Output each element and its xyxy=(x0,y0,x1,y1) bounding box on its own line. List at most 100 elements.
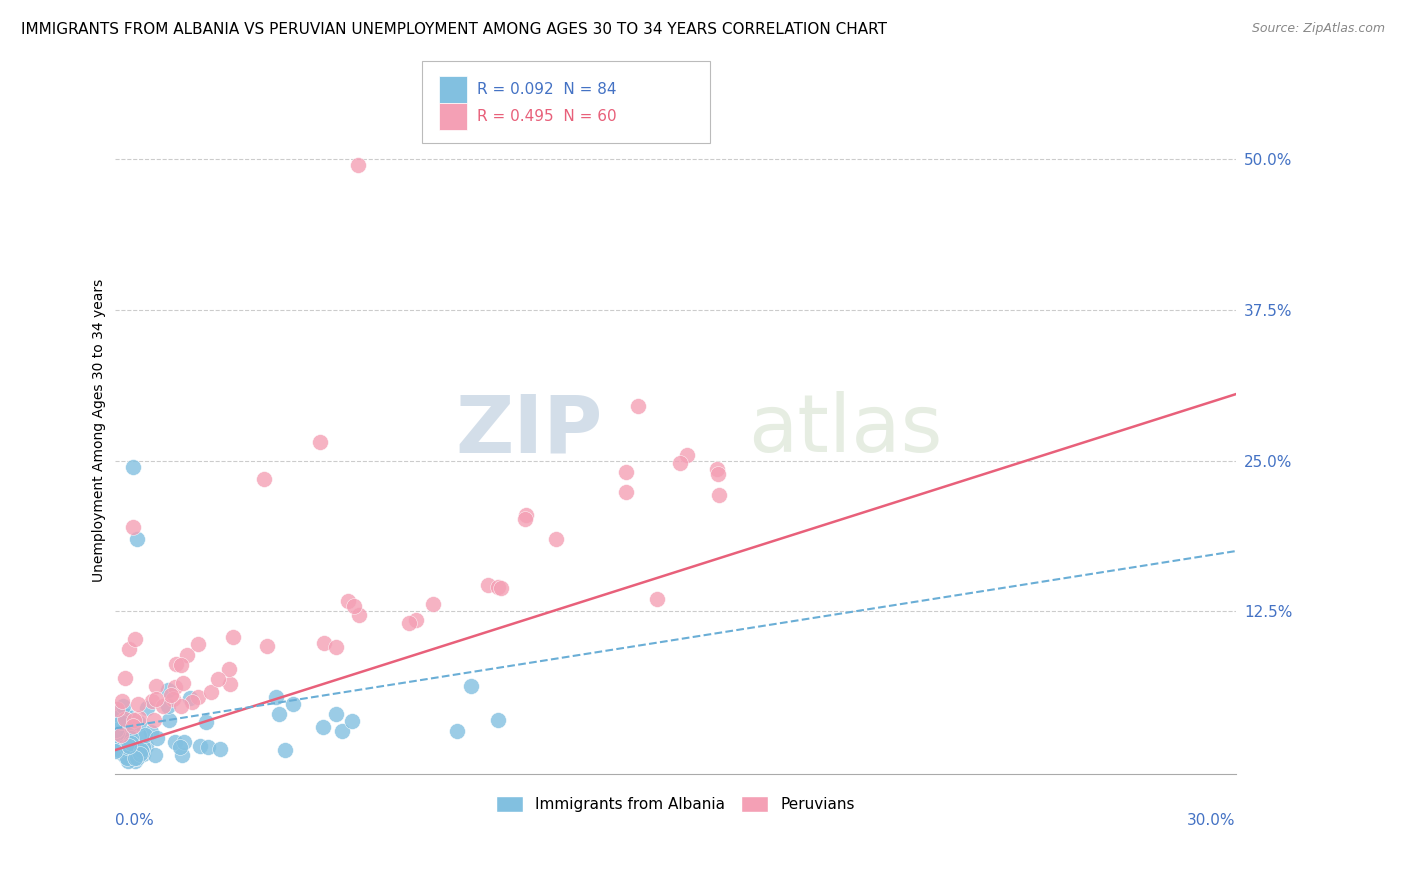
Text: atlas: atlas xyxy=(748,392,942,469)
Point xyxy=(283,697,305,711)
Point xyxy=(124,632,146,646)
Point xyxy=(117,734,139,748)
Point xyxy=(264,690,287,705)
Point xyxy=(187,690,209,705)
Point xyxy=(460,680,482,694)
Point xyxy=(207,672,229,686)
Point xyxy=(325,707,347,722)
Text: 30.0%: 30.0% xyxy=(1187,813,1236,828)
Point xyxy=(131,745,153,759)
Point xyxy=(122,459,145,474)
Point xyxy=(127,697,149,711)
Point xyxy=(105,738,128,752)
Point xyxy=(515,508,537,522)
Point xyxy=(179,691,201,706)
Point xyxy=(170,698,193,713)
Point xyxy=(336,593,359,607)
Point xyxy=(165,657,187,672)
Point xyxy=(616,465,638,479)
Point xyxy=(114,749,136,764)
Point xyxy=(173,735,195,749)
Point xyxy=(122,719,145,733)
Point xyxy=(312,635,335,649)
Point xyxy=(111,746,134,760)
Point xyxy=(114,748,136,763)
Point xyxy=(120,735,142,749)
Y-axis label: Unemployment Among Ages 30 to 34 years: Unemployment Among Ages 30 to 34 years xyxy=(93,278,107,582)
Point xyxy=(405,613,427,627)
Point xyxy=(112,740,135,755)
Point xyxy=(162,691,184,706)
Point xyxy=(128,727,150,741)
Point xyxy=(129,747,152,762)
Text: R = 0.495  N = 60: R = 0.495 N = 60 xyxy=(477,110,616,124)
Point xyxy=(115,735,138,749)
Point xyxy=(707,467,730,481)
Point xyxy=(108,743,131,757)
Point xyxy=(114,712,136,726)
Point xyxy=(122,713,145,727)
Point xyxy=(152,698,174,713)
Point xyxy=(122,745,145,759)
Point xyxy=(117,754,139,768)
Point xyxy=(194,715,217,730)
Point xyxy=(218,677,240,691)
Point xyxy=(115,735,138,749)
Point xyxy=(136,701,159,715)
Point xyxy=(170,658,193,673)
Point xyxy=(105,726,128,740)
Point xyxy=(253,472,276,486)
Point xyxy=(132,747,155,761)
Point xyxy=(513,512,536,526)
Point xyxy=(209,742,232,756)
Point xyxy=(111,746,134,760)
Point xyxy=(110,727,132,741)
Point xyxy=(398,616,420,631)
Point xyxy=(676,448,699,462)
Point xyxy=(486,714,509,728)
Point xyxy=(170,748,193,763)
Point xyxy=(118,641,141,656)
Point xyxy=(110,714,132,729)
Text: 0.0%: 0.0% xyxy=(115,813,153,828)
Point xyxy=(176,648,198,663)
Point xyxy=(120,731,142,745)
Point xyxy=(707,488,730,502)
Point xyxy=(309,435,332,450)
Point xyxy=(544,532,567,546)
Point xyxy=(706,462,728,476)
Point xyxy=(141,725,163,739)
Point xyxy=(132,740,155,755)
Point xyxy=(121,731,143,746)
Point xyxy=(145,692,167,706)
Point xyxy=(128,716,150,731)
Point xyxy=(114,671,136,685)
Point xyxy=(197,740,219,755)
Point xyxy=(105,701,128,715)
Point xyxy=(188,739,211,754)
Point xyxy=(111,735,134,749)
Point xyxy=(128,711,150,725)
Point xyxy=(668,456,690,470)
Point xyxy=(120,748,142,763)
Point xyxy=(157,713,180,727)
Point xyxy=(446,723,468,738)
Point xyxy=(614,484,637,499)
Point xyxy=(120,727,142,741)
Point xyxy=(141,694,163,708)
Point xyxy=(118,739,141,754)
Point xyxy=(134,728,156,742)
Point xyxy=(111,699,134,714)
Point xyxy=(107,729,129,743)
Point xyxy=(108,708,131,723)
Point xyxy=(218,662,240,676)
Point xyxy=(117,709,139,723)
Point xyxy=(489,581,512,595)
Point xyxy=(127,532,149,546)
Point xyxy=(121,752,143,766)
Point xyxy=(222,630,245,644)
Point xyxy=(120,744,142,758)
Point xyxy=(111,693,134,707)
Point xyxy=(122,520,145,534)
Point xyxy=(165,680,187,694)
